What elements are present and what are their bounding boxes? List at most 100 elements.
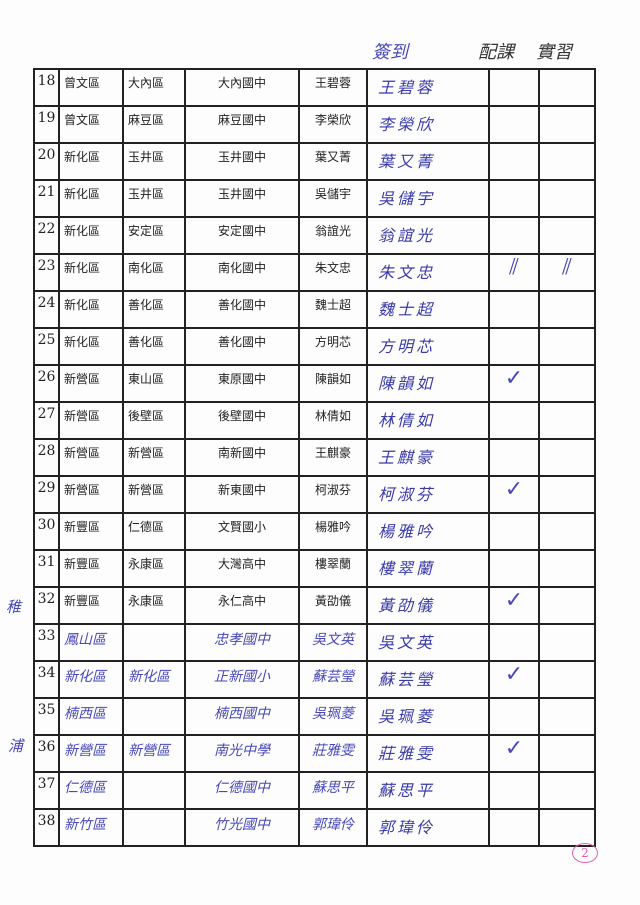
area-cell: 善化區 xyxy=(122,327,186,366)
school-cell: 楠西國中 xyxy=(184,697,300,736)
internship-cell xyxy=(538,105,596,144)
area-cell: 新營區 xyxy=(122,438,186,477)
name-cell: 黃劭儀 xyxy=(298,586,368,625)
course-cell xyxy=(488,179,540,218)
row-number: 21 xyxy=(33,179,60,218)
name-cell: 王碧蓉 xyxy=(298,68,368,107)
signature-cell: 樓翠蘭 xyxy=(366,549,490,588)
course-cell: ✓ xyxy=(488,364,540,403)
area-cell: 安定區 xyxy=(122,216,186,255)
district-cell: 新營區 xyxy=(58,475,124,514)
internship-cell xyxy=(538,660,596,699)
area-cell xyxy=(122,808,186,847)
signature-cell: 吳珮菱 xyxy=(366,697,490,736)
district-cell: 新營區 xyxy=(58,438,124,477)
internship-cell: ⫽ xyxy=(538,253,596,292)
row-number: 29 xyxy=(33,475,60,514)
internship-cell xyxy=(538,179,596,218)
district-cell: 新營區 xyxy=(58,734,124,773)
area-cell xyxy=(122,771,186,810)
row-number: 18 xyxy=(33,68,60,107)
table-row: 21 新化區 玉井區 玉井國中 吳儲宇 吳儲宇 xyxy=(33,179,596,218)
course-cell: ✓ xyxy=(488,586,540,625)
internship-cell xyxy=(538,364,596,403)
name-cell: 吳文英 xyxy=(298,623,368,662)
row-number: 32 xyxy=(33,586,60,625)
school-cell: 大灣高中 xyxy=(184,549,300,588)
internship-cell xyxy=(538,142,596,181)
course-cell xyxy=(488,438,540,477)
header-col7: 配課 xyxy=(478,42,514,63)
signature-cell: 蘇思平 xyxy=(366,771,490,810)
name-cell: 蘇芸瑩 xyxy=(298,660,368,699)
signature-cell: 莊雅雯 xyxy=(366,734,490,773)
margin-note: 浦 xyxy=(8,737,24,755)
school-cell: 大內國中 xyxy=(184,68,300,107)
internship-cell xyxy=(538,697,596,736)
table-row: 29 新營區 新營區 新東國中 柯淑芬 柯淑芬 ✓ xyxy=(33,475,596,514)
row-number: 38 xyxy=(33,808,60,847)
name-cell: 樓翠蘭 xyxy=(298,549,368,588)
row-number: 31 xyxy=(33,549,60,588)
row-number: 23 xyxy=(33,253,60,292)
signature-cell: 方明芯 xyxy=(366,327,490,366)
course-cell: ✓ xyxy=(488,475,540,514)
internship-cell xyxy=(538,771,596,810)
district-cell: 新化區 xyxy=(58,327,124,366)
row-number: 24 xyxy=(33,290,60,329)
row-number: 33 xyxy=(33,623,60,662)
signature-cell: 吳儲宇 xyxy=(366,179,490,218)
internship-cell xyxy=(538,586,596,625)
signature-cell: 葉又菁 xyxy=(366,142,490,181)
course-cell xyxy=(488,549,540,588)
header-sign-in: 簽到 xyxy=(372,42,408,63)
header-col8: 實習 xyxy=(536,42,572,63)
table-row: 23 新化區 南化區 南化國中 朱文忠 朱文忠 ⫽ ⫽ xyxy=(33,253,596,292)
row-number: 28 xyxy=(33,438,60,477)
signature-cell: 王碧蓉 xyxy=(366,68,490,107)
course-cell xyxy=(488,771,540,810)
internship-cell xyxy=(538,549,596,588)
page-number: 2 xyxy=(572,843,598,863)
internship-cell xyxy=(538,290,596,329)
course-cell xyxy=(488,68,540,107)
table-row: 25 新化區 善化區 善化國中 方明芯 方明芯 xyxy=(33,327,596,366)
signature-cell: 楊雅吟 xyxy=(366,512,490,551)
table-row: 24 新化區 善化區 善化國中 魏士超 魏士超 xyxy=(33,290,596,329)
table-row: 26 新營區 東山區 東原國中 陳韻如 陳韻如 ✓ xyxy=(33,364,596,403)
area-cell xyxy=(122,697,186,736)
school-cell: 東原國中 xyxy=(184,364,300,403)
signature-cell: 郭瑋伶 xyxy=(366,808,490,847)
course-cell: ✓ xyxy=(488,734,540,773)
area-cell: 玉井區 xyxy=(122,179,186,218)
internship-cell xyxy=(538,512,596,551)
row-number: 25 xyxy=(33,327,60,366)
district-cell: 曾文區 xyxy=(58,105,124,144)
table-row: 19 曾文區 麻豆區 麻豆國中 李榮欣 李榮欣 xyxy=(33,105,596,144)
district-cell: 新竹區 xyxy=(58,808,124,847)
school-cell: 安定國中 xyxy=(184,216,300,255)
internship-cell xyxy=(538,623,596,662)
area-cell xyxy=(122,623,186,662)
school-cell: 玉井國中 xyxy=(184,179,300,218)
table-row: 37 仁德區 仁德國中 蘇思平 蘇思平 xyxy=(33,771,596,810)
signature-cell: 陳韻如 xyxy=(366,364,490,403)
name-cell: 郭瑋伶 xyxy=(298,808,368,847)
internship-cell xyxy=(538,438,596,477)
table-row: 35 楠西區 楠西國中 吳珮菱 吳珮菱 xyxy=(33,697,596,736)
school-cell: 永仁高中 xyxy=(184,586,300,625)
district-cell: 新營區 xyxy=(58,364,124,403)
table-row: 18 曾文區 大內區 大內國中 王碧蓉 王碧蓉 xyxy=(33,68,596,107)
table-row: 27 新營區 後壁區 後壁國中 林倩如 林倩如 xyxy=(33,401,596,440)
course-cell xyxy=(488,290,540,329)
area-cell: 南化區 xyxy=(122,253,186,292)
course-cell xyxy=(488,697,540,736)
district-cell: 新豐區 xyxy=(58,549,124,588)
course-cell: ⫽ xyxy=(488,253,540,292)
school-cell: 正新國小 xyxy=(184,660,300,699)
name-cell: 吳珮菱 xyxy=(298,697,368,736)
area-cell: 仁德區 xyxy=(122,512,186,551)
area-cell: 新營區 xyxy=(122,475,186,514)
course-cell xyxy=(488,401,540,440)
